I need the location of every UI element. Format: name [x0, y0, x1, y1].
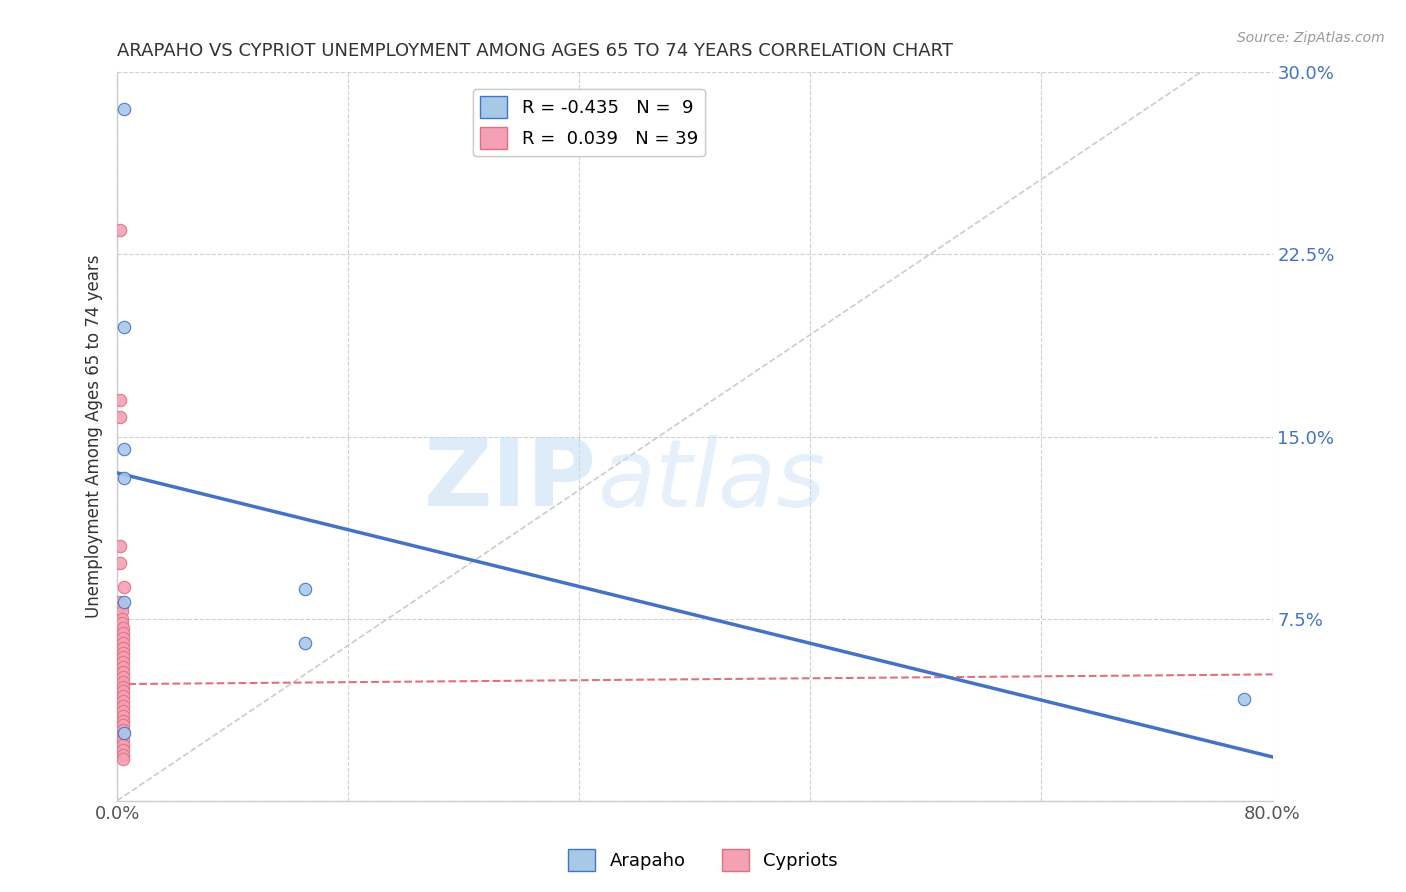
Point [111, 684, 134, 698]
Point [112, 725, 135, 739]
Legend: R = -0.435   N =  9, R =  0.039   N = 39: R = -0.435 N = 9, R = 0.039 N = 39 [472, 88, 704, 156]
Point [111, 752, 134, 766]
Point [111, 646, 134, 660]
Point [111, 718, 134, 732]
Legend: Arapaho, Cypriots: Arapaho, Cypriots [561, 842, 845, 879]
Point [111, 670, 134, 684]
Text: ZIP: ZIP [423, 434, 596, 526]
Y-axis label: Unemployment Among Ages 65 to 74 years: Unemployment Among Ages 65 to 74 years [86, 255, 103, 618]
Point [108, 410, 131, 425]
Point [111, 694, 134, 708]
Point [294, 636, 316, 650]
Point [108, 539, 131, 553]
Point [111, 698, 134, 713]
Point [110, 611, 132, 625]
Point [112, 594, 135, 608]
Point [111, 704, 134, 718]
Text: Source: ZipAtlas.com: Source: ZipAtlas.com [1237, 31, 1385, 45]
Point [111, 636, 134, 650]
Point [108, 393, 131, 408]
Point [112, 471, 135, 485]
Point [111, 621, 134, 635]
Point [111, 728, 134, 742]
Point [108, 594, 131, 608]
Point [112, 580, 135, 594]
Point [111, 631, 134, 645]
Point [294, 582, 316, 597]
Point [110, 616, 132, 631]
Point [1233, 691, 1256, 706]
Text: atlas: atlas [596, 434, 825, 525]
Point [112, 102, 135, 116]
Point [111, 733, 134, 747]
Point [111, 747, 134, 762]
Point [111, 640, 134, 655]
Point [108, 223, 131, 237]
Point [108, 556, 131, 570]
Point [111, 708, 134, 723]
Point [110, 604, 132, 618]
Point [111, 655, 134, 669]
Point [111, 626, 134, 640]
Point [111, 738, 134, 752]
Point [111, 674, 134, 689]
Point [112, 442, 135, 456]
Point [110, 599, 132, 614]
Point [111, 723, 134, 738]
Text: ARAPAHO VS CYPRIOT UNEMPLOYMENT AMONG AGES 65 TO 74 YEARS CORRELATION CHART: ARAPAHO VS CYPRIOT UNEMPLOYMENT AMONG AG… [117, 42, 953, 60]
Point [111, 650, 134, 665]
Point [111, 714, 134, 728]
Point [111, 690, 134, 704]
Point [111, 660, 134, 674]
Point [111, 742, 134, 756]
Point [111, 665, 134, 679]
Point [112, 320, 135, 334]
Point [111, 680, 134, 694]
